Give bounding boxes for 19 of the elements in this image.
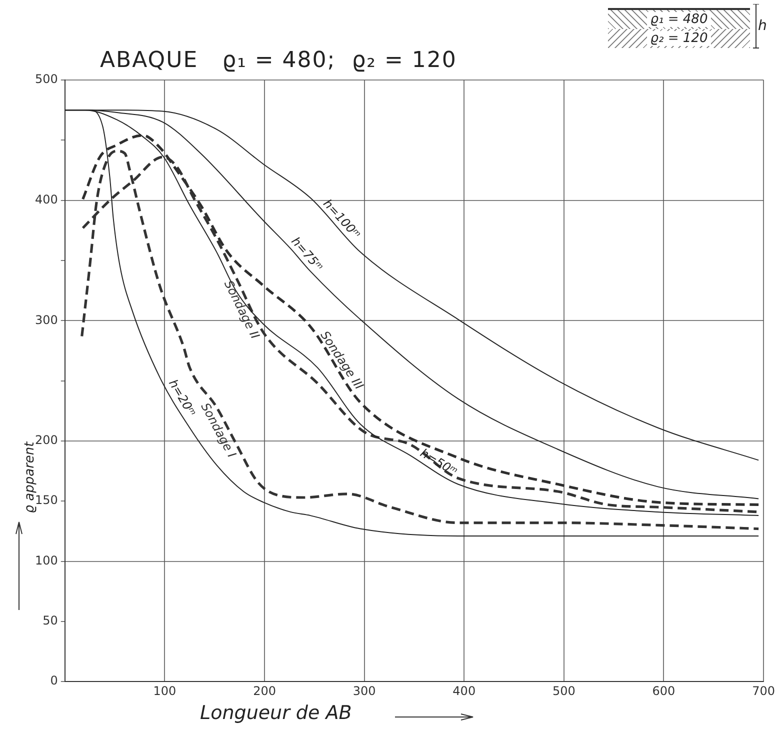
y-tick-label: 500: [35, 72, 58, 86]
x-tick-label: 300: [352, 684, 376, 698]
y-tick-label: 50: [42, 614, 58, 628]
x-tick-label: 500: [552, 684, 576, 698]
y-axis-title: ϱ apparent: [22, 442, 38, 516]
x-axis-title: Longueur de AB: [200, 702, 352, 724]
y-tick-label: 100: [35, 553, 58, 568]
chart-title: ABAQUE ϱ₁ = 480; ϱ₂ = 120: [100, 48, 457, 73]
x-tick-label: 400: [452, 684, 476, 698]
y-tick-label: 300: [35, 312, 58, 327]
x-tick-label: 200: [253, 684, 276, 698]
layer-diagram: ϱ₁ = 480 ϱ₂ = 120 h: [608, 4, 773, 54]
y-tick-label: 150: [35, 493, 58, 508]
y-tick-label: 0: [50, 674, 58, 688]
y-tick-label: 400: [35, 192, 58, 206]
y-tick-label: 200: [35, 433, 58, 448]
x-tick-label: 600: [652, 684, 676, 698]
x-tick-label: 100: [153, 684, 176, 698]
x-tick-label: 700: [752, 684, 775, 698]
